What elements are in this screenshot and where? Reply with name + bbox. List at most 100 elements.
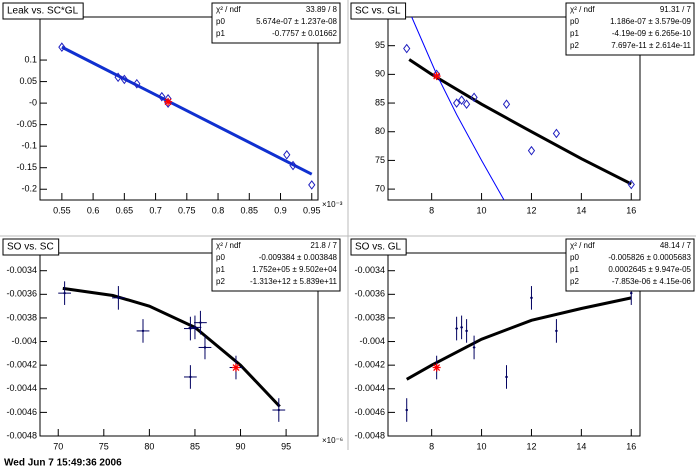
title-box xyxy=(2,2,84,20)
x-tick-label: 10 xyxy=(477,441,487,451)
highlight-point xyxy=(432,72,441,81)
point xyxy=(133,78,141,89)
point xyxy=(472,346,476,349)
y-tick-label: 90 xyxy=(375,69,385,79)
stats-value: -4.19e-09 ± 6.265e-10 xyxy=(612,29,692,38)
point xyxy=(460,326,463,329)
x-tick-label: 10 xyxy=(477,205,487,215)
stats-value: 7.697e-11 ± 2.614e-11 xyxy=(611,41,691,50)
stats-value: 1.186e-07 ± 3.579e-09 xyxy=(610,17,691,26)
y-tick-label: -0.0036 xyxy=(354,289,385,299)
stats-label: p0 xyxy=(570,253,579,262)
y-tick-label: -0.0034 xyxy=(354,265,385,275)
stats-label: χ² / ndf xyxy=(216,5,241,14)
y-tick-label: -0.0044 xyxy=(354,383,385,393)
title-box xyxy=(2,238,60,256)
y-tick-label: -0.2 xyxy=(21,184,37,194)
point xyxy=(58,42,66,52)
point xyxy=(277,408,281,412)
point xyxy=(308,180,316,190)
stats-value: 0.0002645 ± 9.947e-05 xyxy=(608,265,691,274)
x-tick-label: 12 xyxy=(526,205,536,215)
stats-label: p2 xyxy=(570,277,579,286)
fit-curve xyxy=(61,45,313,176)
highlight-point xyxy=(164,97,173,106)
stats-label: p2 xyxy=(570,41,579,50)
x-tick-label: 95 xyxy=(281,441,291,451)
x-tick-label: 14 xyxy=(576,441,586,451)
fit-curve xyxy=(411,16,505,201)
point xyxy=(455,327,458,330)
y-tick-label: -0 xyxy=(29,97,37,107)
chart-title: SC vs. GL xyxy=(355,6,401,17)
point xyxy=(141,329,145,333)
stats-box xyxy=(211,2,341,44)
point xyxy=(189,327,192,330)
y-tick-label: -0.0046 xyxy=(354,407,385,417)
y-tick-label: -0.1 xyxy=(21,141,37,151)
x-tick-label: 16 xyxy=(626,441,636,451)
x-tick-label: 85 xyxy=(190,441,200,451)
x-multiplier: ×10⁻³ xyxy=(322,200,343,209)
y-tick-label: -0.004 xyxy=(359,336,385,346)
stats-label: p0 xyxy=(216,17,225,26)
title-box xyxy=(350,2,407,20)
x-tick-label: 0.9 xyxy=(274,205,287,215)
point xyxy=(120,74,128,85)
footer: Wed Jun 7 15:49:36 2006 xyxy=(4,458,122,469)
y-tick-label: -0.0038 xyxy=(354,312,385,322)
chart-title: SO vs. SC xyxy=(7,242,54,253)
x-tick-label: 16 xyxy=(626,205,636,215)
x-tick-label: 0.8 xyxy=(212,205,225,215)
point xyxy=(502,99,511,110)
plot-frame xyxy=(39,16,319,201)
point xyxy=(552,128,561,139)
point xyxy=(158,91,166,102)
point xyxy=(457,95,466,106)
point xyxy=(283,149,291,160)
stats-value: 1.752e+05 ± 9.502e+04 xyxy=(252,265,337,274)
stats-value: 91.31 / 7 xyxy=(660,5,692,14)
y-tick-label: -0.0042 xyxy=(6,360,37,370)
x-tick-label: 90 xyxy=(236,441,246,451)
x-tick-label: 80 xyxy=(144,441,154,451)
x-tick-label: 0.75 xyxy=(178,205,196,215)
x-multiplier: ×10⁻⁶ xyxy=(322,436,343,445)
plot-frame xyxy=(387,16,641,201)
fit-curve xyxy=(62,286,281,408)
fit-curve xyxy=(408,58,632,186)
y-tick-label: 0.05 xyxy=(19,76,37,86)
point xyxy=(289,160,297,171)
x-tick-label: 0.65 xyxy=(116,205,134,215)
chart-title: Leak vs. SC*GL xyxy=(7,6,79,17)
stats-label: p0 xyxy=(570,17,579,26)
point xyxy=(630,291,633,295)
stats-box xyxy=(211,238,341,292)
y-tick-label: 85 xyxy=(375,97,385,107)
point xyxy=(470,92,478,103)
x-tick-label: 75 xyxy=(99,441,109,451)
point xyxy=(117,296,120,300)
stats-value: 48.14 / 7 xyxy=(660,241,692,250)
point xyxy=(199,321,202,324)
stats-value: 5.674e-07 ± 1.237e-08 xyxy=(256,17,337,26)
y-tick-label: -0.0048 xyxy=(6,430,37,440)
y-tick-label: -0.0042 xyxy=(354,360,385,370)
point xyxy=(403,43,411,54)
point xyxy=(405,408,408,412)
highlight-point xyxy=(432,363,441,372)
chart-title: SO vs. GL xyxy=(355,242,402,253)
y-tick-label: -0.0038 xyxy=(6,312,37,322)
x-tick-label: 12 xyxy=(526,441,536,451)
title-box xyxy=(350,238,407,256)
x-tick-label: 0.85 xyxy=(241,205,259,215)
plot-frame xyxy=(387,252,641,437)
point xyxy=(465,329,468,333)
y-tick-label: 70 xyxy=(375,183,385,193)
x-tick-label: 8 xyxy=(429,441,434,451)
stats-box xyxy=(565,2,695,56)
stats-value: -0.009384 ± 0.003848 xyxy=(259,253,338,262)
point xyxy=(193,326,197,329)
stats-value: -7.853e-06 ± 4.15e-06 xyxy=(612,277,692,286)
point xyxy=(462,99,471,110)
